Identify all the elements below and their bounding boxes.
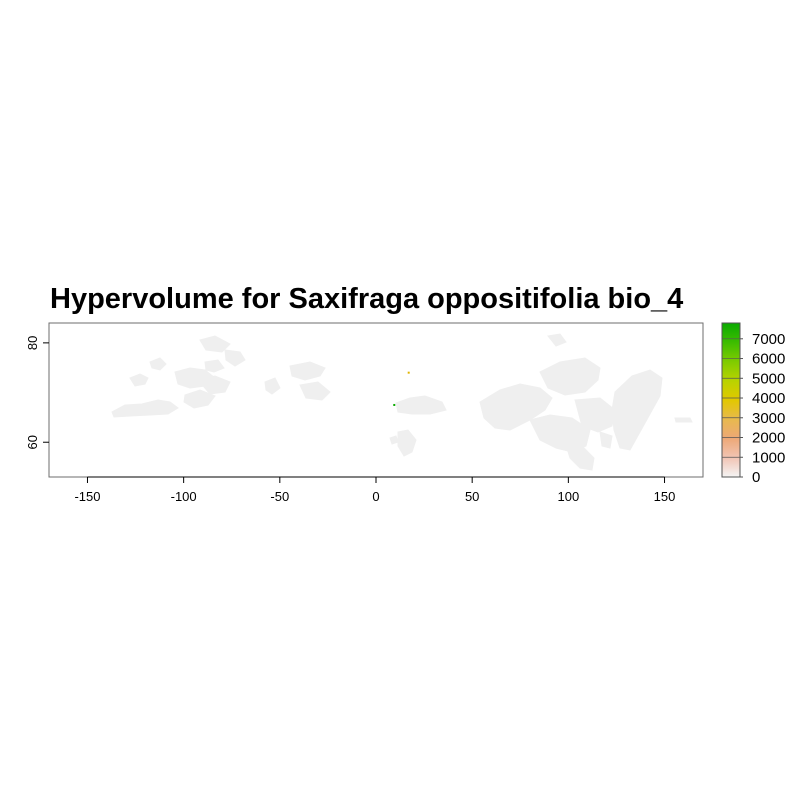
- land-region: [204, 359, 225, 373]
- x-tick-label: 100: [558, 489, 580, 504]
- x-tick-label: 50: [465, 489, 479, 504]
- highlight-point: [393, 403, 396, 406]
- y-tick-label: 60: [25, 435, 40, 449]
- land-region: [299, 381, 331, 401]
- land-region: [574, 397, 616, 433]
- land-region: [674, 417, 693, 423]
- legend-tick-label: 1000: [752, 449, 785, 466]
- land-region: [224, 349, 246, 367]
- legend-tick-label: 7000: [752, 331, 785, 348]
- legend-tick-label: 4000: [752, 390, 785, 407]
- x-tick-label: 0: [372, 489, 379, 504]
- y-tick-label: 80: [25, 336, 40, 350]
- x-tick-label: 150: [654, 489, 676, 504]
- legend-color-bar: [721, 322, 741, 478]
- land-region: [599, 431, 613, 449]
- land-region: [149, 357, 167, 371]
- land-region: [547, 333, 567, 347]
- plot-frame: [48, 322, 704, 478]
- land-region: [395, 395, 447, 415]
- color-legend: 0 1000 2000 3000 4000 5000 6000 7000: [721, 322, 785, 486]
- x-tick-label: -150: [74, 489, 100, 504]
- land-region: [129, 373, 149, 387]
- x-tick-label: -100: [171, 489, 197, 504]
- land-region: [264, 377, 281, 395]
- land-region: [289, 361, 326, 381]
- land-region: [397, 429, 417, 457]
- map-title: Hypervolume for Saxifraga oppositifolia …: [50, 283, 684, 315]
- land-masses: [111, 333, 693, 471]
- land-region: [183, 389, 216, 409]
- highlight-points: [393, 371, 410, 406]
- legend-tick-label: 3000: [752, 410, 785, 427]
- land-region: [539, 357, 601, 396]
- land-region: [199, 335, 231, 353]
- highlight-point: [407, 371, 410, 374]
- land-region: [111, 399, 179, 418]
- land-region: [389, 435, 399, 445]
- legend-tick-label: 5000: [752, 370, 785, 387]
- land-region: [611, 369, 663, 451]
- x-tick-label: -50: [270, 489, 289, 504]
- y-axis: 60 80: [25, 336, 49, 449]
- x-axis: -150 -100 -50 0 50 100 150: [74, 476, 676, 504]
- legend-tick-label: 2000: [752, 430, 785, 447]
- legend-tick-label: 0: [752, 469, 760, 486]
- land-region: [197, 375, 231, 395]
- land-region: [565, 444, 595, 471]
- land-region: [529, 414, 591, 453]
- land-region: [479, 383, 553, 431]
- legend-tick-label: 6000: [752, 351, 785, 368]
